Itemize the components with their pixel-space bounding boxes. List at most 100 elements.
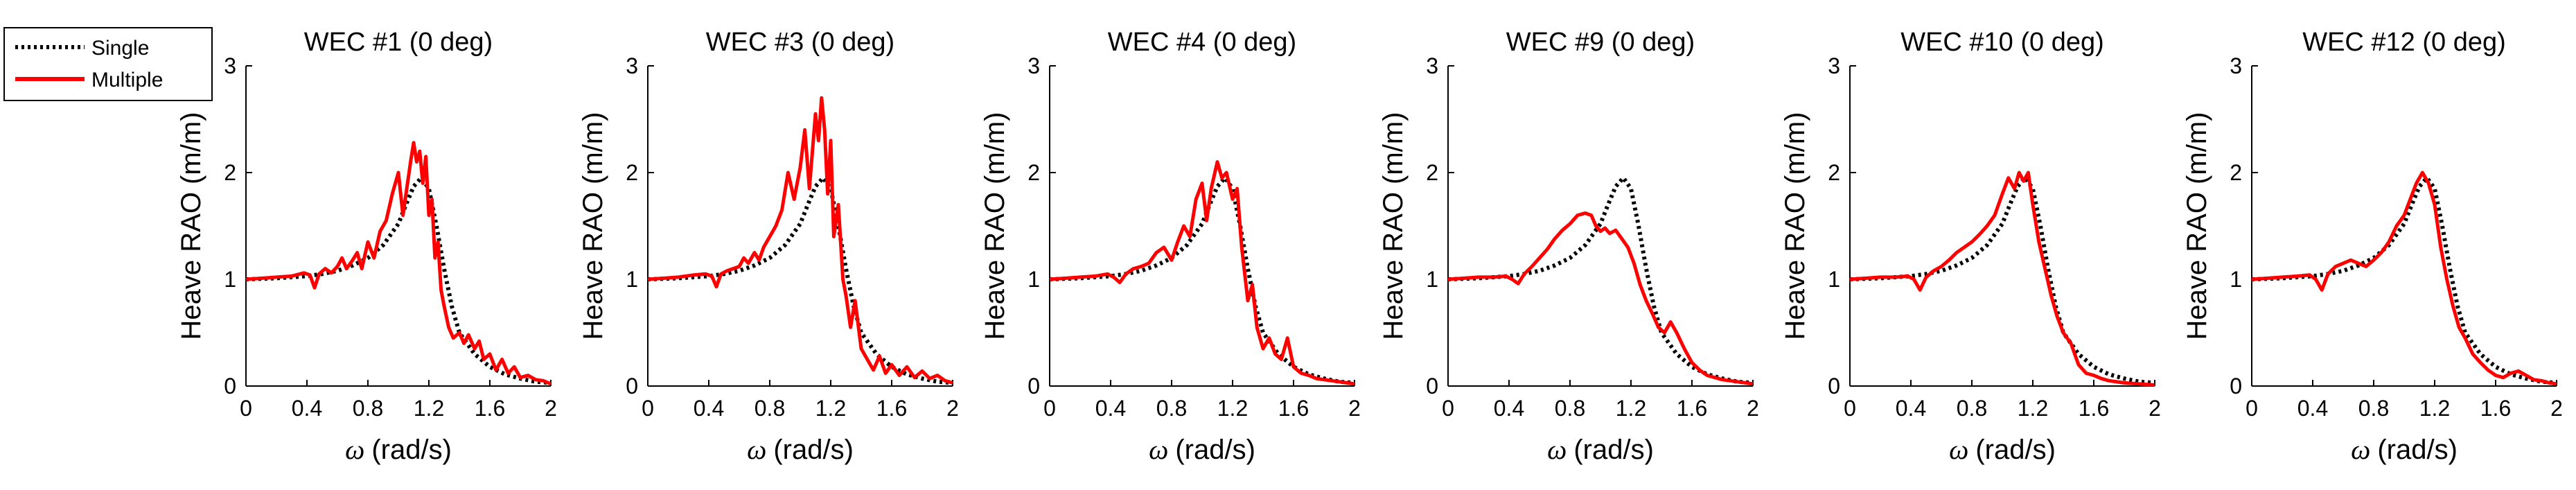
x-axis-label: ω (rad/s): [2351, 434, 2458, 465]
x-tick-label: 0: [1043, 396, 1056, 421]
series-line-multiple: [245, 141, 552, 386]
x-axis-label-symbol: ω: [345, 434, 364, 465]
y-tick-label: 0: [2230, 374, 2242, 399]
y-tick-label: 3: [224, 53, 236, 78]
x-axis-label-symbol: ω: [1547, 434, 1567, 465]
y-tick-label: 2: [1426, 160, 1438, 185]
x-axis-label: ω (rad/s): [1547, 434, 1654, 465]
y-tick-label: 1: [1426, 267, 1438, 292]
y-tick-label: 0: [224, 374, 236, 399]
y-axis-label: Heave RAO (m/m): [2182, 112, 2212, 340]
x-tick-label: 1.2: [1217, 396, 1248, 421]
x-axis-label: ω (rad/s): [345, 434, 452, 465]
chart-panel-4: WEC #9 (0 deg) 0 0.4 0.8 1.2 1.6 2 0 1 2 3 ω (rad/s)…: [1378, 28, 1759, 465]
y-axis-label: Heave RAO (m/m): [980, 112, 1010, 340]
x-tick-label: 0.4: [1494, 396, 1524, 421]
x-axis-label-unit: (rad/s): [1573, 435, 1654, 465]
x-tick-label: 0.8: [1957, 396, 1987, 421]
y-tick-label: 2: [1027, 160, 1040, 185]
y-tick-label: 1: [1828, 267, 1840, 292]
y-tick-label: 3: [1027, 53, 1040, 78]
x-tick-label: 2: [1348, 396, 1361, 421]
x-tick-label: 0.8: [755, 396, 785, 421]
y-axis-label: Heave RAO (m/m): [578, 112, 608, 340]
x-tick-label: 0.4: [1095, 396, 1126, 421]
y-tick-label: 3: [1426, 53, 1438, 78]
x-tick-label: 2: [2149, 396, 2161, 421]
x-axis-label: ω (rad/s): [1949, 434, 2056, 465]
x-axis-label-unit: (rad/s): [1175, 435, 1255, 465]
series-line-multiple: [2251, 170, 2557, 386]
x-tick-label: 1.2: [2018, 396, 2048, 421]
x-tick-label: 1.2: [815, 396, 846, 421]
chart-panel-5: WEC #10 (0 deg) 0 0.4 0.8 1.2 1.6 2 0 1 2 3 ω (rad/s…: [1780, 28, 2161, 465]
x-tick-label: 1.6: [2480, 396, 2511, 421]
series-line-multiple: [1447, 211, 1754, 386]
x-tick-label: 2: [1747, 396, 1759, 421]
legend: Single Multiple: [3, 27, 213, 101]
x-tick-label: 1.6: [876, 396, 907, 421]
x-tick-label: 0.4: [2297, 396, 2328, 421]
x-tick-label: 2: [2550, 396, 2563, 421]
x-tick-label: 1.6: [1677, 396, 1707, 421]
y-tick-label: 1: [224, 267, 236, 292]
y-axis-label: Heave RAO (m/m): [1378, 112, 1409, 340]
x-axis-label-symbol: ω: [1949, 434, 1968, 465]
y-tick-label: 2: [2230, 160, 2242, 185]
x-tick-label: 0.8: [1156, 396, 1187, 421]
legend-multiple-label: Multiple: [91, 69, 163, 91]
series-line-single: [1849, 175, 2155, 385]
y-tick-label: 0: [1027, 374, 1040, 399]
x-tick-label: 0.8: [1555, 396, 1585, 421]
x-tick-label: 0: [2246, 396, 2258, 421]
x-axis-label-symbol: ω: [2351, 434, 2370, 465]
x-tick-label: 0.8: [353, 396, 383, 421]
x-tick-label: 0: [642, 396, 654, 421]
x-tick-label: 1.6: [475, 396, 505, 421]
chart-panel-6: WEC #12 (0 deg) 0 0.4 0.8 1.2 1.6 2 0 1 2 3 ω (rad/s…: [2182, 28, 2563, 465]
chart-title: WEC #9 (0 deg): [1506, 28, 1695, 57]
x-tick-label: 0: [1844, 396, 1856, 421]
x-tick-label: 1.6: [2079, 396, 2109, 421]
x-tick-label: 1.2: [2419, 396, 2450, 421]
x-tick-label: 1.6: [1278, 396, 1309, 421]
y-tick-label: 0: [1426, 374, 1438, 399]
series-line-multiple: [1049, 160, 1355, 386]
x-axis-label: ω (rad/s): [747, 434, 854, 465]
series-line-single: [647, 175, 953, 385]
x-axis-label-unit: (rad/s): [371, 435, 452, 465]
x-tick-label: 0.4: [694, 396, 724, 421]
series-line-single: [2251, 175, 2557, 385]
y-tick-label: 0: [626, 374, 638, 399]
x-tick-label: 0.8: [2358, 396, 2389, 421]
x-tick-label: 2: [545, 396, 557, 421]
series-line-single: [1447, 175, 1754, 385]
x-axis-label-symbol: ω: [747, 434, 766, 465]
x-tick-label: 0.4: [1896, 396, 1926, 421]
series-line-single: [245, 175, 552, 385]
series-line-multiple: [1849, 170, 2155, 387]
y-tick-label: 2: [1828, 160, 1840, 185]
x-axis-label-unit: (rad/s): [773, 435, 854, 465]
x-tick-label: 2: [946, 396, 959, 421]
x-tick-label: 0.4: [292, 396, 322, 421]
y-tick-label: 2: [224, 160, 236, 185]
chart-title: WEC #4 (0 deg): [1108, 28, 1296, 57]
y-tick-label: 3: [2230, 53, 2242, 78]
chart-panel-3: WEC #4 (0 deg) 0 0.4 0.8 1.2 1.6 2 0 1 2 3 ω (rad/s)…: [980, 28, 1361, 465]
legend-single-label: Single: [91, 37, 149, 60]
y-axis-label: Heave RAO (m/m): [1780, 112, 1810, 340]
legend-box: [3, 27, 213, 101]
y-axis-label: Heave RAO (m/m): [176, 112, 206, 340]
x-tick-label: 0: [1442, 396, 1454, 421]
y-tick-label: 1: [1027, 267, 1040, 292]
chart-panel-2: WEC #3 (0 deg) 0 0.4 0.8 1.2 1.6 2 0 1 2 3 ω (rad/s)…: [578, 28, 959, 465]
y-tick-label: 2: [626, 160, 638, 185]
chart-title: WEC #12 (0 deg): [2302, 28, 2506, 57]
chart-title: WEC #3 (0 deg): [706, 28, 894, 57]
chart-title: WEC #1 (0 deg): [304, 28, 493, 57]
y-tick-label: 0: [1828, 374, 1840, 399]
y-tick-label: 3: [626, 53, 638, 78]
x-axis-label-unit: (rad/s): [1975, 435, 2056, 465]
